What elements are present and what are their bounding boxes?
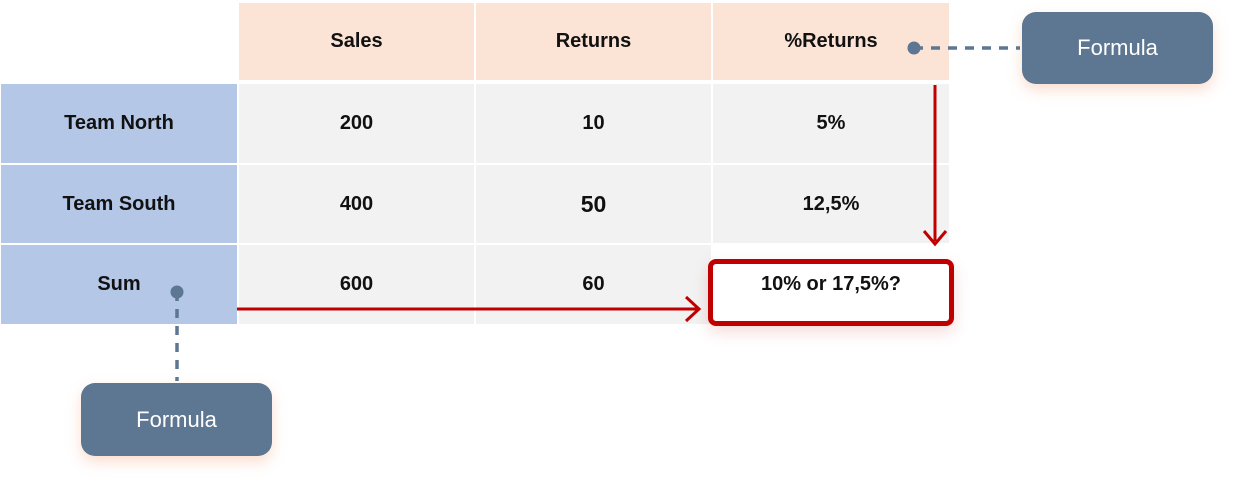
cell-sum-pct: 10% or 17,5%? (760, 273, 902, 295)
formula-callout-top: Formula (1022, 12, 1213, 84)
column-header-returns: Returns (476, 3, 711, 80)
sum-pct-highlight-box (708, 259, 954, 326)
row-header-sum: Sum (1, 245, 237, 324)
cell-north-pct: 5% (713, 84, 949, 163)
column-header-pct-returns: %Returns (713, 3, 949, 80)
cell-sum-returns: 60 (476, 245, 711, 324)
cell-sum-sales: 600 (239, 245, 474, 324)
cell-north-returns: 10 (476, 84, 711, 163)
cell-south-sales: 400 (239, 165, 474, 243)
cell-south-returns: 50 (476, 165, 711, 243)
row-header-team-south: Team South (1, 165, 237, 243)
column-header-sales: Sales (239, 3, 474, 80)
cell-north-sales: 200 (239, 84, 474, 163)
cell-south-pct: 12,5% (713, 165, 949, 243)
formula-callout-bottom: Formula (81, 383, 272, 456)
row-header-team-north: Team North (1, 84, 237, 163)
